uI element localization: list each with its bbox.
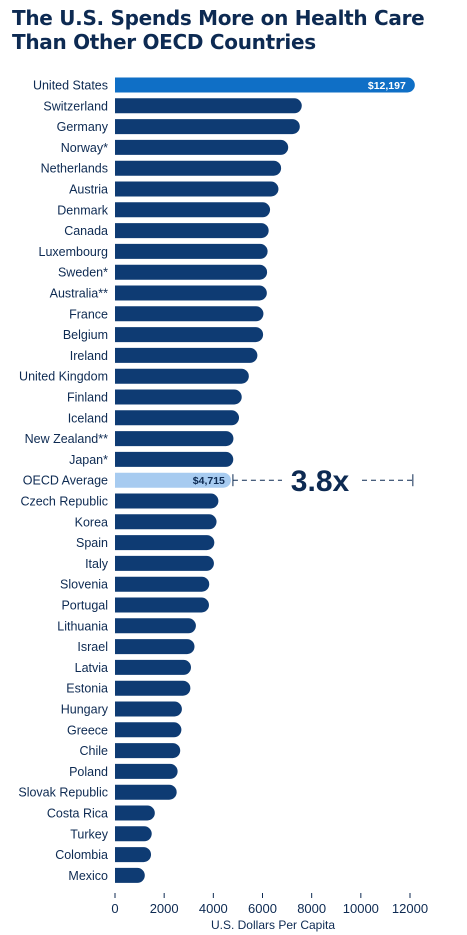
category-label: Sweden* xyxy=(58,266,108,280)
category-label: Canada xyxy=(64,224,108,238)
category-label: Latvia xyxy=(75,661,108,675)
category-label: Colombia xyxy=(55,848,108,862)
x-tick-label: 12000 xyxy=(392,901,428,916)
category-label: United States xyxy=(33,79,108,93)
category-label: Poland xyxy=(69,765,108,779)
bar-italy xyxy=(115,555,214,571)
bar-lithuania xyxy=(115,618,196,634)
bar-hungary xyxy=(115,701,182,717)
bar-france xyxy=(115,306,264,322)
bar-canada xyxy=(115,223,269,239)
chart-title: The U.S. Spends More on Health Care Than… xyxy=(12,6,425,54)
x-tick-label: 2000 xyxy=(150,901,179,916)
bar-mexico xyxy=(115,867,145,883)
category-label: Denmark xyxy=(57,203,108,217)
category-label: Costa Rica xyxy=(47,807,108,821)
category-label: Israel xyxy=(77,640,108,654)
bar-czech-republic xyxy=(115,493,219,509)
x-tick-label: 4000 xyxy=(199,901,228,916)
bar-belgium xyxy=(115,327,264,343)
category-label: Switzerland xyxy=(43,99,108,113)
category-label: Mexico xyxy=(68,869,108,883)
bar-turkey xyxy=(115,826,152,842)
bar-iceland xyxy=(115,410,240,426)
bar-new-zealand xyxy=(115,431,234,447)
bar-poland xyxy=(115,763,178,779)
category-label: Ireland xyxy=(70,349,108,363)
category-labels: United States $12,197 Switzerland Germany No… xyxy=(18,79,406,883)
bars-layer xyxy=(115,77,415,883)
bar-spain xyxy=(115,535,215,551)
bar-estonia xyxy=(115,680,191,696)
category-label: Netherlands xyxy=(41,162,108,176)
x-axis-label: U.S. Dollars Per Capita xyxy=(211,918,335,932)
bar-ireland xyxy=(115,347,258,363)
category-label: Italy xyxy=(85,557,109,571)
x-axis: 0 2000 4000 6000 8000 10000 12000 U.S. Dollars … xyxy=(111,893,428,932)
category-label: Greece xyxy=(67,723,108,737)
bar-austria xyxy=(115,181,279,197)
category-label: Luxembourg xyxy=(39,245,109,259)
bar-sweden xyxy=(115,264,268,280)
category-label: Japan* xyxy=(69,453,108,467)
category-label: Australia** xyxy=(50,287,108,301)
x-tick-label: 0 xyxy=(111,901,118,916)
annotation-layer: 3.8x xyxy=(232,465,414,498)
bar-colombia xyxy=(115,847,152,863)
category-label: Slovak Republic xyxy=(18,786,108,800)
bar-portugal xyxy=(115,597,209,613)
category-label: Belgium xyxy=(63,328,108,342)
bar-united-kingdom xyxy=(115,368,249,384)
category-label: Korea xyxy=(75,515,108,529)
bar-australia xyxy=(115,285,267,301)
category-label: Austria xyxy=(69,183,108,197)
bar-israel xyxy=(115,639,195,655)
multiplier-annotation: 3.8x xyxy=(291,465,350,498)
bar-costa-rica xyxy=(115,805,155,821)
category-label: Finland xyxy=(67,391,108,405)
category-label: Turkey xyxy=(70,827,108,841)
x-tick-label: 10000 xyxy=(343,901,379,916)
bar-latvia xyxy=(115,659,191,675)
category-label: New Zealand** xyxy=(25,432,109,446)
bar-netherlands xyxy=(115,160,282,176)
bar-greece xyxy=(115,722,182,738)
category-label: Czech Republic xyxy=(20,495,108,509)
category-label: Lithuania xyxy=(57,619,108,633)
category-label: Norway* xyxy=(61,141,108,155)
bar-korea xyxy=(115,514,217,530)
bar-united-states xyxy=(115,77,415,93)
category-label: Portugal xyxy=(61,599,108,613)
bar-chile xyxy=(115,743,181,759)
bar-switzerland xyxy=(115,98,302,114)
category-label: France xyxy=(69,307,108,321)
bar-slovenia xyxy=(115,576,210,592)
bar-germany xyxy=(115,119,300,135)
category-label: Chile xyxy=(80,744,109,758)
category-label: Estonia xyxy=(66,682,108,696)
category-label: Slovenia xyxy=(60,578,108,592)
category-label: Hungary xyxy=(61,703,109,717)
bar-norway xyxy=(115,139,289,155)
bar-luxembourg xyxy=(115,243,268,259)
bar-denmark xyxy=(115,202,271,218)
category-label: Germany xyxy=(57,120,109,134)
bar-finland xyxy=(115,389,242,405)
category-label: United Kingdom xyxy=(19,370,108,384)
category-label: Spain xyxy=(76,536,108,550)
x-tick-label: 8000 xyxy=(297,901,326,916)
bar-oecd-average xyxy=(115,472,231,488)
data-label: $4,715 xyxy=(193,475,225,487)
bar-japan xyxy=(115,451,234,467)
x-tick-label: 6000 xyxy=(248,901,277,916)
category-label: OECD Average xyxy=(23,474,108,488)
bar-slovak-republic xyxy=(115,784,177,800)
category-label: Iceland xyxy=(68,411,108,425)
data-label: $12,197 xyxy=(368,80,406,92)
